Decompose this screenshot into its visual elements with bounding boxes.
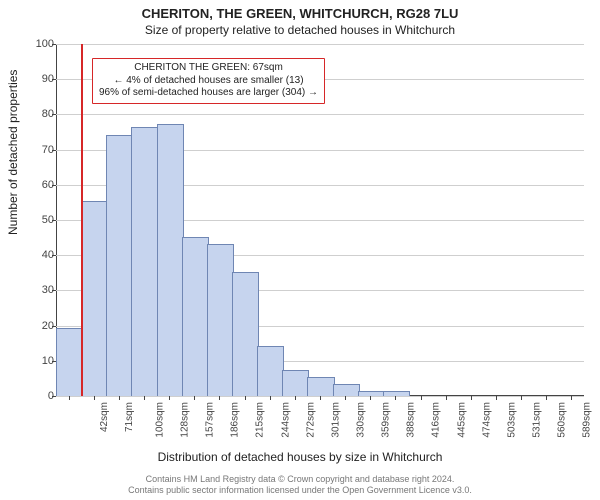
histogram-bar <box>282 370 309 396</box>
xtick-label: 560sqm <box>557 402 568 438</box>
histogram-bar <box>56 328 83 396</box>
footer-line-2: Contains public sector information licen… <box>128 485 472 495</box>
page-title: CHERITON, THE GREEN, WHITCHURCH, RG28 7L… <box>0 0 600 21</box>
annotation-box: CHERITON THE GREEN: 67sqm← 4% of detache… <box>92 58 325 104</box>
gridline <box>56 44 584 45</box>
histogram-bar <box>157 124 184 396</box>
ytick-label: 70 <box>42 144 54 156</box>
histogram-bar <box>106 135 133 396</box>
ytick-label: 100 <box>36 38 54 50</box>
x-axis-label: Distribution of detached houses by size … <box>0 450 600 464</box>
histogram-bar <box>207 244 234 396</box>
histogram-bar <box>131 127 158 396</box>
xtick-label: 215sqm <box>255 402 266 438</box>
ytick-label: 30 <box>42 284 54 296</box>
xtick-mark <box>119 396 120 400</box>
xtick-mark <box>395 396 396 400</box>
xtick-label: 186sqm <box>230 402 241 438</box>
ytick-label: 10 <box>42 355 54 367</box>
ytick-label: 80 <box>42 108 54 120</box>
footer-attribution: Contains HM Land Registry data © Crown c… <box>0 474 600 497</box>
chart-area: 010203040506070809010042sqm71sqm100sqm12… <box>56 44 584 396</box>
xtick-label: 244sqm <box>280 402 291 438</box>
histogram-bar <box>333 384 360 396</box>
xtick-mark <box>194 396 195 400</box>
xtick-label: 589sqm <box>582 402 593 438</box>
reference-line <box>81 44 83 396</box>
xtick-label: 42sqm <box>99 402 110 432</box>
xtick-mark <box>295 396 296 400</box>
ytick-label: 40 <box>42 249 54 261</box>
xtick-label: 272sqm <box>305 402 316 438</box>
footer-line-1: Contains HM Land Registry data © Crown c… <box>146 474 455 484</box>
xtick-label: 474sqm <box>481 402 492 438</box>
xtick-label: 388sqm <box>406 402 417 438</box>
xtick-label: 100sqm <box>154 402 165 438</box>
xtick-mark <box>446 396 447 400</box>
ytick-label: 90 <box>42 73 54 85</box>
xtick-label: 330sqm <box>356 402 367 438</box>
histogram-bar <box>307 377 334 396</box>
xtick-label: 301sqm <box>330 402 341 438</box>
histogram-bar <box>81 201 108 396</box>
ytick-label: 60 <box>42 179 54 191</box>
xtick-mark <box>471 396 472 400</box>
xtick-mark <box>219 396 220 400</box>
page-subtitle: Size of property relative to detached ho… <box>0 21 600 37</box>
xtick-mark <box>169 396 170 400</box>
xtick-label: 359sqm <box>381 402 392 438</box>
ytick-label: 20 <box>42 320 54 332</box>
xtick-mark <box>521 396 522 400</box>
xtick-mark <box>144 396 145 400</box>
xtick-mark <box>496 396 497 400</box>
xtick-mark <box>571 396 572 400</box>
xtick-mark <box>69 396 70 400</box>
xtick-label: 128sqm <box>180 402 191 438</box>
xtick-label: 531sqm <box>532 402 543 438</box>
histogram-bar <box>182 237 209 396</box>
xtick-label: 503sqm <box>506 402 517 438</box>
xtick-label: 157sqm <box>205 402 216 438</box>
xtick-mark <box>546 396 547 400</box>
xtick-mark <box>320 396 321 400</box>
ytick-label: 50 <box>42 214 54 226</box>
xtick-mark <box>270 396 271 400</box>
gridline <box>56 114 584 115</box>
ytick-label: 0 <box>48 390 54 402</box>
xtick-label: 445sqm <box>456 402 467 438</box>
xtick-label: 416sqm <box>431 402 442 438</box>
xtick-mark <box>370 396 371 400</box>
xtick-mark <box>245 396 246 400</box>
histogram-bar <box>257 346 284 396</box>
histogram-bar <box>232 272 259 396</box>
xtick-mark <box>94 396 95 400</box>
y-axis-label: Number of detached properties <box>6 70 20 235</box>
xtick-mark <box>345 396 346 400</box>
xtick-label: 71sqm <box>124 402 135 432</box>
xtick-mark <box>421 396 422 400</box>
